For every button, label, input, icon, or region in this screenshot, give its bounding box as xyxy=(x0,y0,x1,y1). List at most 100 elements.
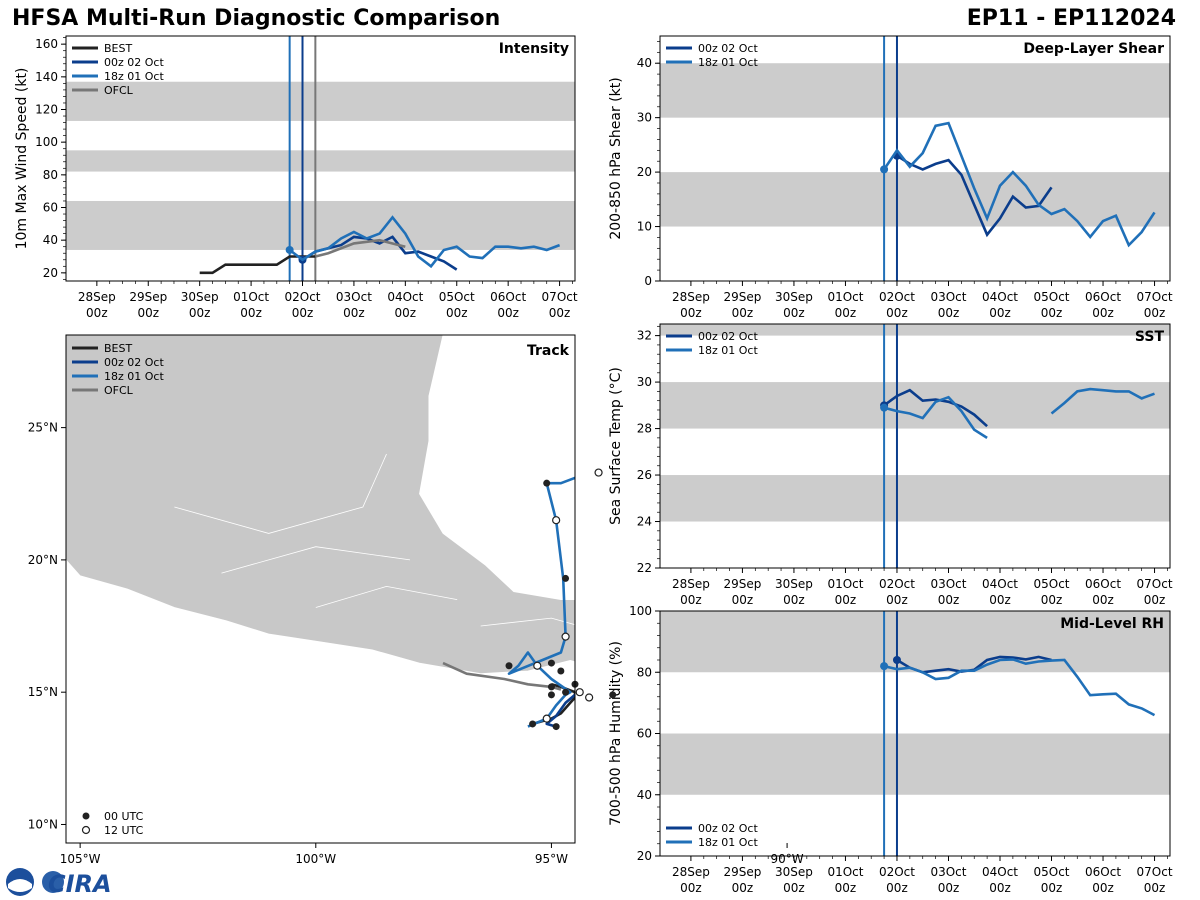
rh-panel: 20 40 60 80 100 28Sep 00z 29Sep 00z 30Sep 00z 01Oct… xyxy=(608,604,1173,895)
x-tick-label: 07Oct xyxy=(542,290,578,304)
lon-tick-label: 100°W xyxy=(295,852,336,866)
series-start-point xyxy=(880,662,889,671)
state-border xyxy=(825,705,929,718)
x-tick-label: 01Oct xyxy=(827,290,863,304)
marker-00utc xyxy=(562,574,570,582)
series-start-point xyxy=(880,403,889,412)
x-tick-label: 05Oct xyxy=(1033,290,1069,304)
threshold-band xyxy=(660,611,1170,673)
sst-panel: 22 24 26 28 30 32 28Sep 00z 29Sep 00z 30Sep 00z 01Oc… xyxy=(608,323,1173,607)
state-border xyxy=(315,585,458,608)
x-tick-label: 01Oct xyxy=(827,577,863,591)
x-tick-sublabel: 00z xyxy=(732,593,754,607)
series-line xyxy=(883,395,988,439)
lon-tick-label: 95°W xyxy=(535,852,568,866)
y-tick-label: 20 xyxy=(637,849,652,863)
y-tick-label: 22 xyxy=(637,561,652,575)
x-tick-sublabel: 00z xyxy=(1144,881,1166,895)
lat-tick-label: 10°N xyxy=(28,817,58,831)
x-tick-sublabel: 00z xyxy=(938,593,960,607)
x-tick-sublabel: 00z xyxy=(1144,306,1166,320)
x-tick-label: 28Sep xyxy=(672,290,710,304)
legend-label: 00z 02 Oct xyxy=(698,822,758,835)
intensity-panel: 20 40 60 80 100 120 140 160 28Sep 00z 29Sep 00z 30Se… xyxy=(14,35,578,320)
plot-frame xyxy=(659,35,1171,282)
x-tick-sublabel: 00z xyxy=(732,306,754,320)
series-line xyxy=(288,215,561,269)
legend-label: 00 UTC xyxy=(104,810,144,823)
y-tick-label: 100 xyxy=(629,604,652,618)
marker-00utc xyxy=(529,720,537,728)
panel-title: Intensity xyxy=(499,41,569,57)
x-tick-sublabel: 00z xyxy=(1092,881,1114,895)
x-tick-label: 02Oct xyxy=(879,290,915,304)
lat-tick-label: 25°N xyxy=(28,421,58,435)
x-tick-label: 03Oct xyxy=(930,290,966,304)
marker-00utc xyxy=(547,659,555,667)
marker-12utc xyxy=(552,516,561,525)
land-mass xyxy=(66,335,575,675)
shear-panel: 0 10 20 30 40 28Sep 00z 29Sep 00z 30Sep 00z 01Oct 00… xyxy=(608,35,1173,320)
x-tick-sublabel: 00z xyxy=(989,593,1011,607)
marker-12utc xyxy=(542,714,551,723)
state-border xyxy=(221,546,411,574)
x-tick-sublabel: 00z xyxy=(886,306,908,320)
y-tick-label: 40 xyxy=(637,788,652,802)
x-tick-sublabel: 00z xyxy=(292,306,314,320)
x-tick-label: 05Oct xyxy=(1033,577,1069,591)
y-tick-label: 60 xyxy=(43,201,58,215)
x-tick-label: 04Oct xyxy=(982,290,1018,304)
x-tick-label: 07Oct xyxy=(1137,577,1173,591)
marker-12utc xyxy=(575,688,584,697)
x-tick-label: 04Oct xyxy=(387,290,423,304)
x-tick-sublabel: 00z xyxy=(680,593,702,607)
y-tick-label: 30 xyxy=(637,375,652,389)
series-start-point xyxy=(880,165,889,174)
x-tick-sublabel: 00z xyxy=(732,881,754,895)
y-tick-label: 80 xyxy=(637,665,652,679)
series-line xyxy=(315,238,406,258)
legend-label: OFCL xyxy=(104,384,134,397)
series-line xyxy=(896,154,1053,238)
y-tick-label: 100 xyxy=(35,135,58,149)
x-tick-label: 06Oct xyxy=(1085,865,1121,879)
x-tick-sublabel: 00z xyxy=(835,306,857,320)
threshold-band xyxy=(66,81,575,121)
x-tick-label: 03Oct xyxy=(336,290,372,304)
x-tick-label: 03Oct xyxy=(930,865,966,879)
x-tick-label: 29Sep xyxy=(129,290,167,304)
x-tick-label: 01Oct xyxy=(233,290,269,304)
marker-12utc xyxy=(561,632,570,641)
x-tick-sublabel: 00z xyxy=(1041,593,1063,607)
threshold-band xyxy=(660,63,1170,118)
map-frame xyxy=(65,334,576,844)
x-tick-sublabel: 00z xyxy=(1144,593,1166,607)
x-tick-sublabel: 00z xyxy=(938,881,960,895)
x-tick-sublabel: 00z xyxy=(137,306,159,320)
legend-label: 18z 01 Oct xyxy=(104,70,164,83)
panel-title: Mid-Level RH xyxy=(1060,616,1164,632)
panel-title: SST xyxy=(1135,329,1165,345)
y-tick-label: 140 xyxy=(35,70,58,84)
x-tick-sublabel: 00z xyxy=(835,881,857,895)
y-axis-label: Sea Surface Temp (°C) xyxy=(608,367,624,525)
x-tick-sublabel: 00z xyxy=(1092,593,1114,607)
series-line xyxy=(883,121,1156,248)
x-tick-sublabel: 00z xyxy=(240,306,262,320)
x-tick-sublabel: 00z xyxy=(989,306,1011,320)
y-tick-label: 120 xyxy=(35,103,58,117)
cira-logo: CIRA xyxy=(6,868,112,898)
y-tick-label: 40 xyxy=(43,233,58,247)
x-tick-sublabel: 00z xyxy=(989,881,1011,895)
marker-00utc xyxy=(547,691,555,699)
x-tick-label: 02Oct xyxy=(879,577,915,591)
marker-12utc xyxy=(594,468,603,477)
x-tick-label: 05Oct xyxy=(439,290,475,304)
x-tick-label: 02Oct xyxy=(879,865,915,879)
x-tick-label: 06Oct xyxy=(490,290,526,304)
cira-logo-text: CIRA xyxy=(48,870,112,898)
series-line xyxy=(883,658,1156,717)
x-tick-label: 05Oct xyxy=(1033,865,1069,879)
x-tick-sublabel: 00z xyxy=(1092,306,1114,320)
